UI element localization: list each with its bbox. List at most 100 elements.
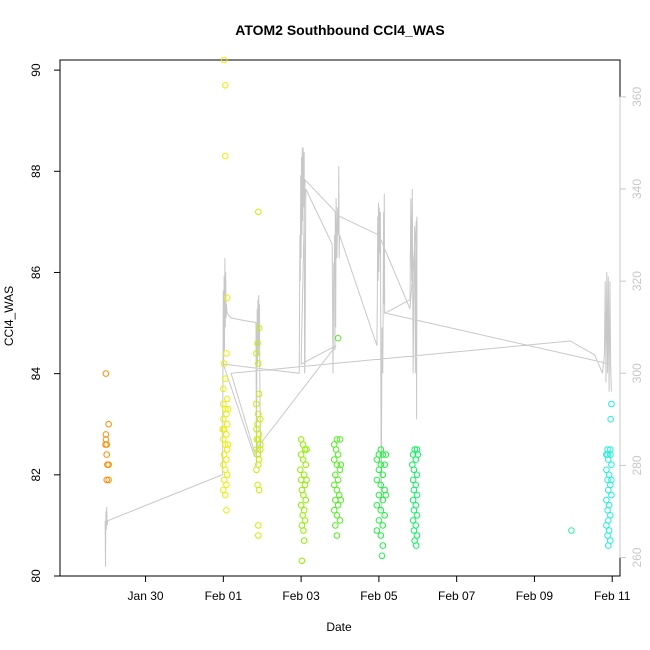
data-point xyxy=(337,496,345,504)
data-point xyxy=(375,517,383,524)
data-point xyxy=(373,476,381,484)
data-point xyxy=(222,375,229,383)
series-8 xyxy=(603,400,615,549)
data-point xyxy=(608,476,615,484)
data-point xyxy=(257,415,264,423)
data-point xyxy=(223,395,231,403)
data-point xyxy=(333,512,341,519)
data-point xyxy=(103,451,110,458)
data-point xyxy=(381,512,389,519)
data-point xyxy=(410,506,418,514)
data-point xyxy=(330,481,338,489)
data-point xyxy=(298,557,306,565)
data-point xyxy=(409,476,417,484)
data-point xyxy=(608,461,615,469)
data-point xyxy=(332,471,339,479)
data-point xyxy=(222,491,229,499)
y2-tick-label: 320 xyxy=(630,271,644,291)
data-point xyxy=(336,436,344,443)
data-point xyxy=(302,496,310,504)
data-point xyxy=(223,481,230,489)
data-point xyxy=(382,491,390,499)
data-point xyxy=(220,415,227,423)
data-point xyxy=(223,471,231,479)
series-4 xyxy=(330,334,345,539)
data-point xyxy=(253,400,260,408)
y-tick-label: 84 xyxy=(29,367,43,381)
data-point xyxy=(223,420,231,428)
data-point xyxy=(254,208,262,216)
data-point xyxy=(222,82,229,89)
axes-layer: Jan 30 Feb 01 Feb 03 Feb 05 Feb 07 Feb 09 Feb … xyxy=(29,63,644,603)
data-point xyxy=(220,385,227,393)
y-axis-label: CCl4_WAS xyxy=(2,286,16,346)
data-point xyxy=(608,400,615,408)
y2-tick-label: 340 xyxy=(630,179,644,199)
data-point xyxy=(379,471,387,479)
data-point xyxy=(103,476,110,484)
data-point xyxy=(382,451,390,458)
data-point xyxy=(223,431,230,438)
data-point xyxy=(334,476,342,484)
data-point xyxy=(605,542,612,549)
y-tick-label: 88 xyxy=(29,164,43,178)
x-tick-label: Feb 11 xyxy=(594,589,631,603)
y2-tick-label: 300 xyxy=(630,363,644,383)
series-1 xyxy=(219,56,232,514)
y2-tick-label: 280 xyxy=(630,455,644,475)
x-tick-label: Jan 30 xyxy=(128,589,164,603)
plot-frame xyxy=(59,59,621,577)
y-tick-label: 80 xyxy=(29,569,43,583)
data-point xyxy=(409,517,417,524)
data-point xyxy=(603,451,610,458)
points-layer xyxy=(102,56,615,565)
data-point xyxy=(333,461,341,469)
data-point xyxy=(409,451,417,458)
data-point xyxy=(373,527,381,534)
data-point xyxy=(608,491,615,499)
data-point xyxy=(334,501,342,509)
data-point xyxy=(410,527,418,534)
data-point xyxy=(414,451,422,458)
data-point xyxy=(253,350,260,357)
x-axis-label: Date xyxy=(326,620,352,634)
y-tick-label: 90 xyxy=(29,63,43,77)
x-tick-label: Feb 07 xyxy=(438,589,476,603)
series-0 xyxy=(102,370,112,484)
data-point xyxy=(254,340,261,347)
data-point xyxy=(255,486,263,494)
data-point xyxy=(409,496,417,504)
data-point xyxy=(253,436,261,443)
data-point xyxy=(410,486,418,494)
data-point xyxy=(255,324,263,332)
data-point xyxy=(604,476,611,484)
data-point xyxy=(105,420,112,428)
data-point xyxy=(220,56,228,64)
data-point xyxy=(373,501,381,509)
data-point xyxy=(102,431,110,438)
data-point xyxy=(300,537,308,544)
data-point xyxy=(300,471,308,479)
data-point xyxy=(381,461,389,469)
y2-tick-label: 360 xyxy=(630,87,644,107)
data-point xyxy=(603,522,610,529)
data-point xyxy=(255,390,263,398)
data-point xyxy=(377,506,385,514)
data-point xyxy=(607,446,614,453)
data-point xyxy=(413,491,421,499)
data-point xyxy=(254,522,262,529)
data-point xyxy=(257,441,264,448)
data-point xyxy=(253,466,260,474)
data-point xyxy=(377,481,385,489)
data-point xyxy=(375,491,383,499)
data-point xyxy=(257,446,264,453)
data-point xyxy=(222,152,229,160)
data-point xyxy=(334,334,342,342)
data-point xyxy=(603,496,610,504)
data-point xyxy=(604,532,611,539)
data-point xyxy=(379,542,387,549)
data-point xyxy=(413,512,421,519)
data-point xyxy=(297,476,305,484)
data-point xyxy=(375,466,383,474)
data-point xyxy=(330,456,338,463)
